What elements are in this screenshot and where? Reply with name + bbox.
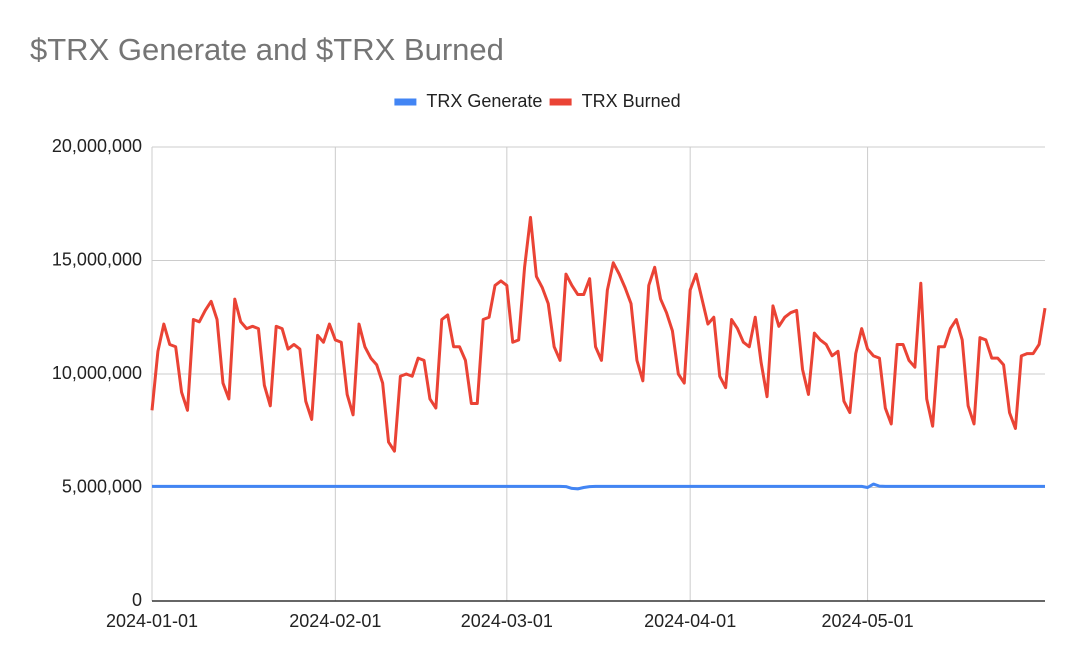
y-tick-label: 5,000,000	[62, 476, 142, 496]
chart-title: $TRX Generate and $TRX Burned	[30, 32, 504, 67]
x-tick-label: 2024-03-01	[461, 611, 553, 631]
legend-label: TRX Generate	[426, 91, 542, 111]
y-tick-label: 15,000,000	[52, 249, 142, 269]
y-tick-label: 10,000,000	[52, 363, 142, 383]
x-tick-label: 2024-01-01	[106, 611, 198, 631]
x-tick-label: 2024-04-01	[644, 611, 736, 631]
x-tick-label: 2024-05-01	[822, 611, 914, 631]
legend-label: TRX Burned	[582, 91, 681, 111]
y-tick-label: 20,000,000	[52, 136, 142, 156]
series-line	[150, 215, 1047, 453]
y-tick-label: 0	[132, 590, 142, 610]
x-tick-label: 2024-02-01	[289, 611, 381, 631]
series-line	[152, 482, 1045, 491]
